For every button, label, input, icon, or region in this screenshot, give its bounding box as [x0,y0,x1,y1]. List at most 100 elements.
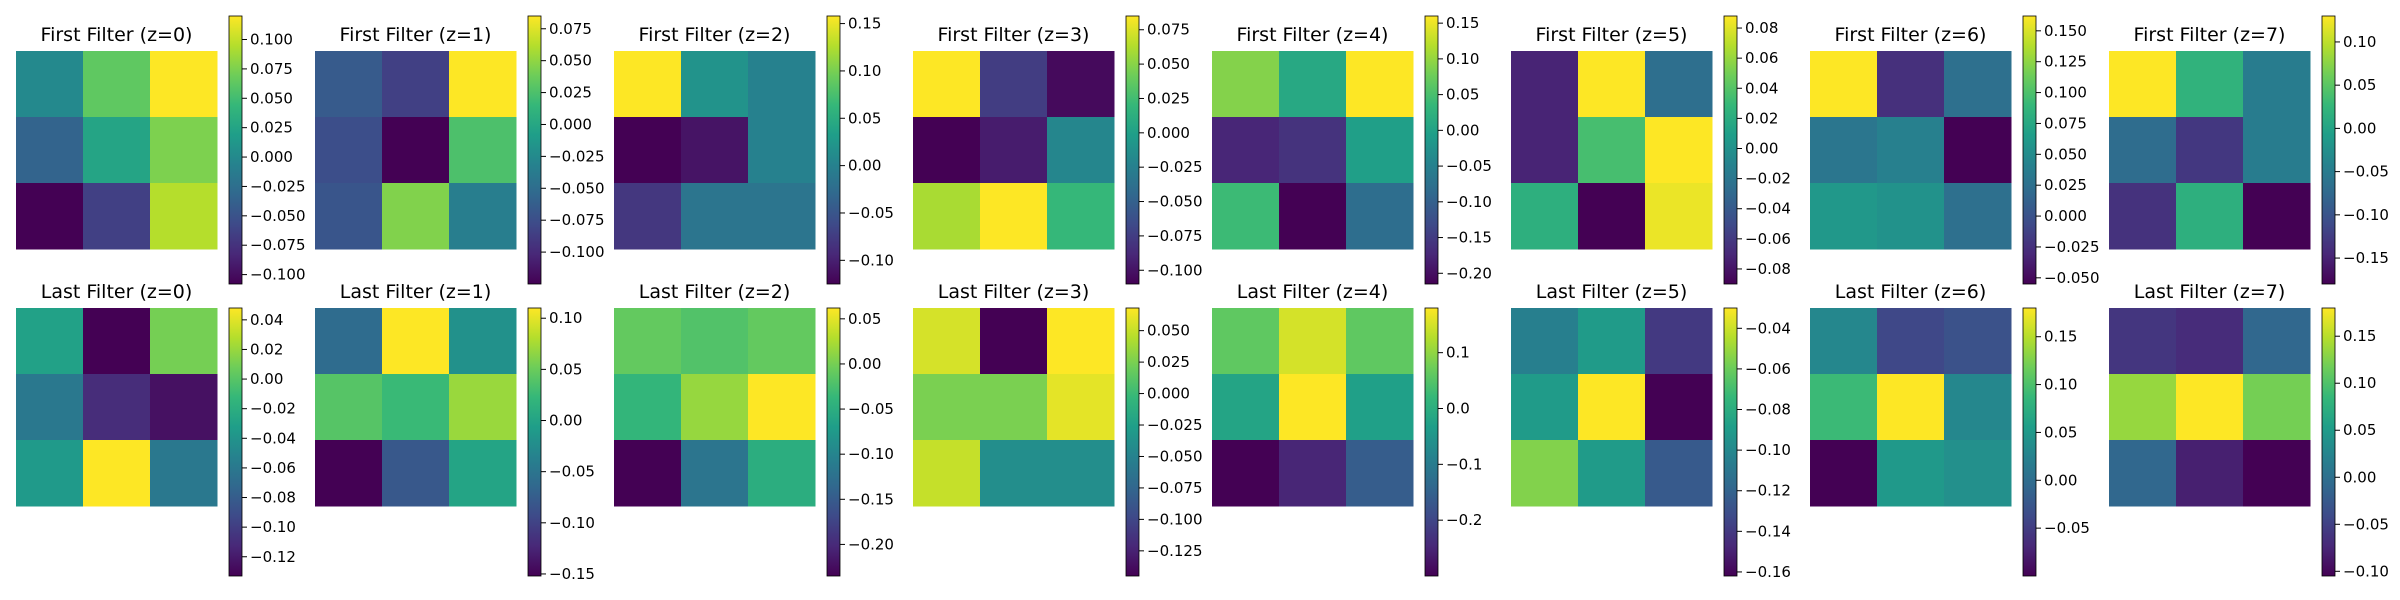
colorbar-tick-label: −0.075 [1147,479,1203,497]
colorbar-tick-label: 0.025 [549,84,592,102]
colorbar-tick-label: −0.100 [1147,261,1203,279]
colorbar-tick-label: 0.025 [1147,89,1190,107]
colorbar-tick-label: 0.050 [549,52,592,70]
colorbar [826,15,841,285]
heatmap-cell [2109,374,2177,441]
colorbar-tick-label: −0.10 [1446,193,1492,211]
colorbar-tick-label: −0.10 [250,518,296,536]
heatmap-cell [980,374,1048,441]
colorbar-tick-label: 0.050 [1147,322,1190,340]
heatmap-cell [1877,117,1945,184]
heatmap-cell [1645,117,1713,184]
heatmap-cell [382,374,450,441]
heatmap-cell [1877,308,1945,375]
colorbar-tick-label: −0.050 [2044,269,2100,287]
heatmap-panel-6: First Filter (z=6) 0.150 0.125 0.100 0.075 0.… [1810,15,2100,287]
colorbar-tick-label: −0.075 [250,236,306,254]
heatmap-cell [1810,440,1878,507]
heatmap-cell [2176,51,2244,118]
colorbar-tick-label: 0.04 [1745,79,1778,97]
heatmap-cell [315,308,383,375]
colorbar-tick-label: −0.050 [549,179,605,197]
heatmap-cell [1346,440,1414,507]
colorbar-tick-label: 0.15 [2044,328,2077,346]
colorbar-tick-label: 0.00 [250,370,283,388]
heatmap-cell [681,308,749,375]
colorbar-tick-label: 0.00 [2343,468,2376,486]
heatmap-cell [1346,51,1414,118]
colorbar-tick-label: 0.150 [2044,22,2087,40]
heatmap-cell [1511,117,1579,184]
colorbar-tick-label: 0.025 [1147,353,1190,371]
colorbar-tick-label: 0.025 [250,119,293,137]
heatmap-cell [1645,183,1713,250]
heatmap-cell [913,308,981,375]
colorbar-tick-label: −0.025 [1147,416,1203,434]
heatmap-cell [83,117,151,184]
colorbar-tick-label: −0.10 [2343,206,2389,224]
colorbar-tick-label: −0.10 [848,251,894,269]
colorbar [527,307,542,577]
panel-title: Last Filter (z=6) [1835,281,1987,303]
heatmap-cell [1047,51,1115,118]
colorbar-tick-label: −0.12 [250,548,296,566]
colorbar-tick-label: 0.00 [2044,471,2077,489]
heatmap-cell [382,308,450,375]
colorbar [228,15,243,285]
colorbar [527,15,542,285]
heatmap-panel-9: Last Filter (z=1) 0.10 0.05 0.00 −0.05 −0.10 −… [315,281,595,583]
colorbar-tick-label: 0.000 [250,148,293,166]
colorbar-tick-label: −0.025 [250,177,306,195]
heatmap-cell [2109,440,2177,507]
heatmap-cell [1578,440,1646,507]
heatmap-cell [748,440,816,507]
colorbar-tick-label: 0.06 [1745,49,1778,67]
colorbar-tick-label: −0.075 [549,211,605,229]
heatmap-cell [1279,308,1347,375]
heatmap-cell [2109,308,2177,375]
heatmap-cell [748,117,816,184]
heatmap-cell [16,374,84,441]
heatmap-cell [1212,51,1280,118]
heatmap-cell [1346,117,1414,184]
heatmap-cell [681,183,749,250]
colorbar-tick-label: −0.05 [2343,515,2389,533]
heatmap-panel-4: First Filter (z=4) 0.15 0.10 0.05 0.00 −0.05 −… [1212,14,1492,285]
heatmap-cell [1877,440,1945,507]
colorbar-tick-label: 0.075 [250,60,293,78]
heatmap-cell [1279,183,1347,250]
heatmap-cell [980,117,1048,184]
colorbar-tick-label: 0.100 [250,31,293,49]
colorbar-tick-label: −0.08 [1745,260,1791,278]
heatmap-cell [2243,51,2311,118]
heatmap-cell [980,51,1048,118]
colorbar-tick-label: 0.08 [1745,19,1778,37]
heatmap-cell [2176,440,2244,507]
heatmap-cell [2109,183,2177,250]
colorbar [1723,15,1738,285]
heatmap-cell [1511,51,1579,118]
colorbar-tick-label: 0.04 [250,311,283,329]
heatmap-cell [1944,183,2012,250]
heatmap-cell [1944,440,2012,507]
panel-title: First Filter (z=2) [639,24,791,46]
heatmap-cell [681,117,749,184]
colorbar-tick-label: −0.025 [2044,238,2100,256]
heatmap-panel-14: Last Filter (z=6) 0.15 0.10 0.05 0.00 −0.05 [1810,281,2090,577]
colorbar-tick-label: −0.15 [549,565,595,583]
heatmap-cell [1047,308,1115,375]
colorbar-tick-label: 0.000 [1147,385,1190,403]
heatmap-cell [1578,183,1646,250]
heatmap-cell [1578,308,1646,375]
colorbar-tick-label: −0.15 [2343,249,2389,267]
heatmap-cell [681,440,749,507]
heatmap-cell [449,440,517,507]
colorbar-tick-label: 0.075 [2044,114,2087,132]
heatmap-cell [1944,374,2012,441]
colorbar-tick-label: 0.05 [2343,421,2376,439]
heatmap-cell [1511,308,1579,375]
colorbar-tick-label: 0.10 [2343,33,2376,51]
heatmap-cell [83,183,151,250]
colorbar-tick-label: 0.10 [1446,50,1479,68]
heatmap-cell [913,117,981,184]
